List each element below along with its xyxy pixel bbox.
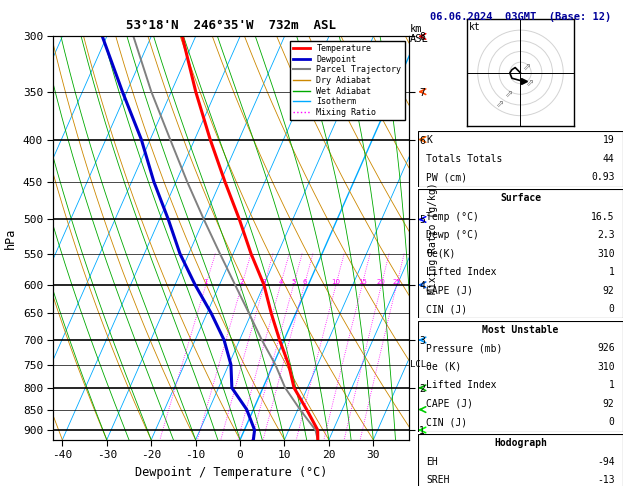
Text: 1: 1: [609, 381, 615, 390]
Text: 926: 926: [597, 344, 615, 353]
Text: Hodograph: Hodograph: [494, 438, 547, 448]
Text: 3: 3: [262, 279, 267, 285]
Text: θe (K): θe (K): [426, 362, 462, 372]
Text: km: km: [410, 24, 423, 35]
Text: 1: 1: [609, 267, 615, 277]
Text: Dewp (°C): Dewp (°C): [426, 230, 479, 240]
Text: Surface: Surface: [500, 193, 541, 203]
Text: 6: 6: [302, 279, 307, 285]
Text: 310: 310: [597, 362, 615, 372]
Text: 10: 10: [331, 279, 340, 285]
Text: kt: kt: [469, 21, 481, 32]
Text: CIN (J): CIN (J): [426, 304, 467, 314]
Text: LCL: LCL: [410, 360, 426, 369]
Text: ASL: ASL: [410, 34, 429, 44]
Text: 44: 44: [603, 154, 615, 164]
Text: Temp (°C): Temp (°C): [426, 212, 479, 222]
Text: 2.3: 2.3: [597, 230, 615, 240]
Text: 16.5: 16.5: [591, 212, 615, 222]
Text: ⇗: ⇗: [504, 89, 512, 99]
Text: SREH: SREH: [426, 475, 450, 485]
Text: PW (cm): PW (cm): [426, 173, 467, 182]
Text: 0: 0: [609, 304, 615, 314]
Text: Pressure (mb): Pressure (mb): [426, 344, 503, 353]
Text: 19: 19: [603, 136, 615, 145]
Text: Lifted Index: Lifted Index: [426, 267, 497, 277]
Text: 0.93: 0.93: [591, 173, 615, 182]
Text: Lifted Index: Lifted Index: [426, 381, 497, 390]
Text: ⇗: ⇗: [525, 79, 533, 88]
Text: CAPE (J): CAPE (J): [426, 286, 474, 295]
Text: 25: 25: [392, 279, 401, 285]
Text: 2: 2: [240, 279, 244, 285]
Text: CAPE (J): CAPE (J): [426, 399, 474, 409]
Text: 5: 5: [291, 279, 296, 285]
Text: Totals Totals: Totals Totals: [426, 154, 503, 164]
Text: 310: 310: [597, 249, 615, 259]
Text: 53°18'N  246°35'W  732m  ASL: 53°18'N 246°35'W 732m ASL: [126, 18, 336, 32]
Text: Most Unstable: Most Unstable: [482, 325, 559, 335]
Text: 15: 15: [358, 279, 367, 285]
Text: 92: 92: [603, 399, 615, 409]
Text: 1: 1: [204, 279, 208, 285]
Text: 06.06.2024  03GMT  (Base: 12): 06.06.2024 03GMT (Base: 12): [430, 12, 611, 22]
Text: K: K: [426, 136, 432, 145]
Text: θe(K): θe(K): [426, 249, 456, 259]
Text: ⇗: ⇗: [495, 100, 503, 110]
Text: 20: 20: [377, 279, 386, 285]
Y-axis label: Mixing Ratio (g/kg): Mixing Ratio (g/kg): [428, 182, 438, 294]
Text: ⇗: ⇗: [522, 63, 530, 72]
Text: 92: 92: [603, 286, 615, 295]
X-axis label: Dewpoint / Temperature (°C): Dewpoint / Temperature (°C): [135, 466, 327, 479]
Text: -94: -94: [597, 457, 615, 467]
Legend: Temperature, Dewpoint, Parcel Trajectory, Dry Adiabat, Wet Adiabat, Isotherm, Mi: Temperature, Dewpoint, Parcel Trajectory…: [290, 41, 404, 120]
Text: 4: 4: [279, 279, 282, 285]
Text: EH: EH: [426, 457, 438, 467]
Y-axis label: hPa: hPa: [4, 227, 17, 249]
Text: CIN (J): CIN (J): [426, 417, 467, 427]
Text: -13: -13: [597, 475, 615, 485]
Text: 0: 0: [609, 417, 615, 427]
